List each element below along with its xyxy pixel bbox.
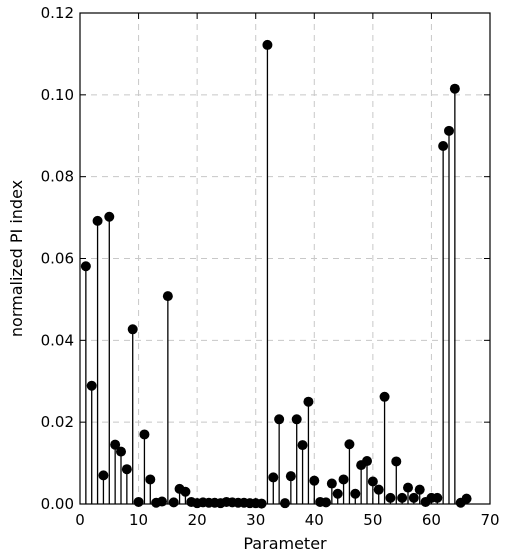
- y-axis-title: normalized PI index: [7, 180, 26, 337]
- data-point: [168, 497, 179, 508]
- x-tick-label: 60: [422, 511, 441, 529]
- data-point: [162, 291, 173, 302]
- data-point: [92, 215, 103, 226]
- data-point: [280, 498, 290, 509]
- plot-frame: [79, 12, 491, 505]
- data-point: [403, 482, 413, 493]
- data-point: [139, 429, 150, 440]
- data-point: [116, 446, 126, 457]
- data-point: [98, 470, 109, 481]
- data-point: [414, 484, 425, 495]
- data-point: [391, 456, 402, 467]
- data-point: [321, 497, 331, 508]
- data-point: [291, 414, 302, 425]
- data-point: [268, 472, 279, 483]
- data-point: [127, 324, 138, 335]
- data-point: [408, 492, 419, 503]
- grid-lines: [80, 13, 490, 504]
- axis-ticks: 0 10 20 30 40 50 60 70 0.00 0.02 0.04 0.06 0.08 0.10 0…: [41, 4, 500, 529]
- data-point: [338, 474, 349, 485]
- data-point: [274, 414, 285, 425]
- x-tick-label: 40: [305, 511, 324, 529]
- data-point: [326, 478, 337, 489]
- x-tick-label: 50: [363, 511, 382, 529]
- data-point: [110, 439, 121, 450]
- y-tick-label: 0.12: [41, 4, 74, 22]
- data-point: [285, 471, 296, 482]
- data-point: [432, 492, 443, 503]
- data-point: [86, 380, 97, 391]
- data-point: [262, 39, 273, 50]
- y-tick-label: 0.08: [41, 168, 74, 186]
- x-tick-label: 30: [246, 511, 265, 529]
- data-point: [367, 476, 378, 487]
- data-point: [385, 492, 396, 503]
- data-point: [309, 475, 320, 486]
- data-point: [180, 486, 191, 497]
- data-point: [344, 439, 355, 450]
- data-point: [104, 211, 115, 222]
- data-point: [461, 493, 472, 504]
- x-tick-label: 0: [75, 511, 85, 529]
- x-tick-label: 20: [188, 511, 207, 529]
- data-point: [438, 140, 449, 151]
- data-point: [157, 496, 167, 507]
- data-point: [362, 456, 372, 467]
- y-tick-label: 0.04: [41, 331, 74, 349]
- data-series: [80, 39, 472, 509]
- data-point: [297, 440, 308, 451]
- x-tick-label: 10: [129, 511, 148, 529]
- y-tick-label: 0.06: [41, 250, 74, 268]
- data-point: [449, 83, 460, 94]
- data-point: [373, 484, 384, 495]
- data-point: [332, 488, 343, 499]
- x-tick-label: 70: [480, 511, 499, 529]
- data-point: [444, 125, 454, 136]
- data-point: [145, 474, 156, 485]
- y-tick-label: 0.10: [41, 86, 74, 104]
- y-tick-label: 0.00: [41, 495, 74, 513]
- data-point: [80, 261, 91, 272]
- y-tick-label: 0.02: [41, 413, 74, 431]
- data-point: [303, 396, 314, 407]
- x-axis-title: Parameter: [243, 534, 327, 553]
- data-point: [121, 464, 132, 475]
- data-point: [350, 488, 361, 499]
- data-point: [379, 391, 390, 402]
- data-point: [397, 492, 408, 503]
